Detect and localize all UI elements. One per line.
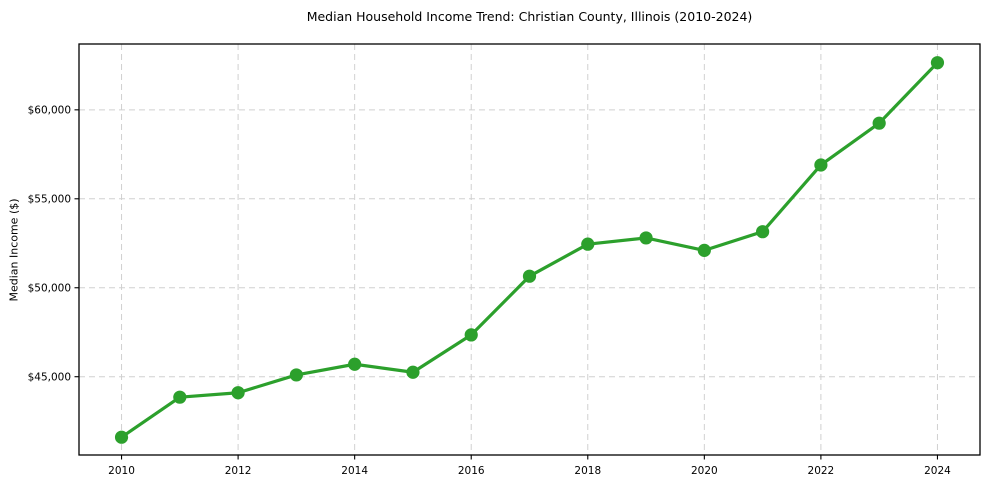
x-tick-label: 2022 xyxy=(808,465,835,477)
data-point xyxy=(289,368,303,382)
income-trend-line xyxy=(119,61,940,439)
axes-border xyxy=(78,43,981,456)
x-tick-label: 2020 xyxy=(691,465,718,477)
data-point xyxy=(173,390,187,404)
y-tick-label: $60,000 xyxy=(28,105,71,117)
x-tick-label: 2016 xyxy=(458,465,485,477)
data-point xyxy=(231,386,245,400)
data-point xyxy=(464,328,478,342)
y-axis-label: Median Income ($) xyxy=(7,198,21,302)
data-point xyxy=(639,231,653,245)
data-point xyxy=(872,116,886,130)
data-point-markers xyxy=(114,56,945,444)
y-tick-label: $55,000 xyxy=(28,193,71,205)
data-point xyxy=(114,430,129,444)
data-point xyxy=(814,158,828,172)
axis-ticks: 2010 2012 2014 2016 2018 2020 2022 2024 $45,000 $… xyxy=(28,105,952,477)
y-tick-label: $50,000 xyxy=(28,282,71,294)
data-point xyxy=(348,357,362,371)
x-tick-label: 2024 xyxy=(924,465,951,477)
data-point xyxy=(930,56,945,70)
data-point xyxy=(522,269,537,283)
data-point xyxy=(697,243,711,257)
x-tick-label: 2010 xyxy=(108,465,135,477)
y-tick-label: $45,000 xyxy=(28,371,71,383)
x-tick-label: 2018 xyxy=(574,465,601,477)
x-tick-label: 2014 xyxy=(341,465,368,477)
chart-title: Median Household Income Trend: Christian… xyxy=(306,9,753,24)
data-point xyxy=(756,225,770,239)
x-tick-label: 2012 xyxy=(225,465,252,477)
data-point xyxy=(581,237,595,251)
data-point xyxy=(406,365,420,379)
